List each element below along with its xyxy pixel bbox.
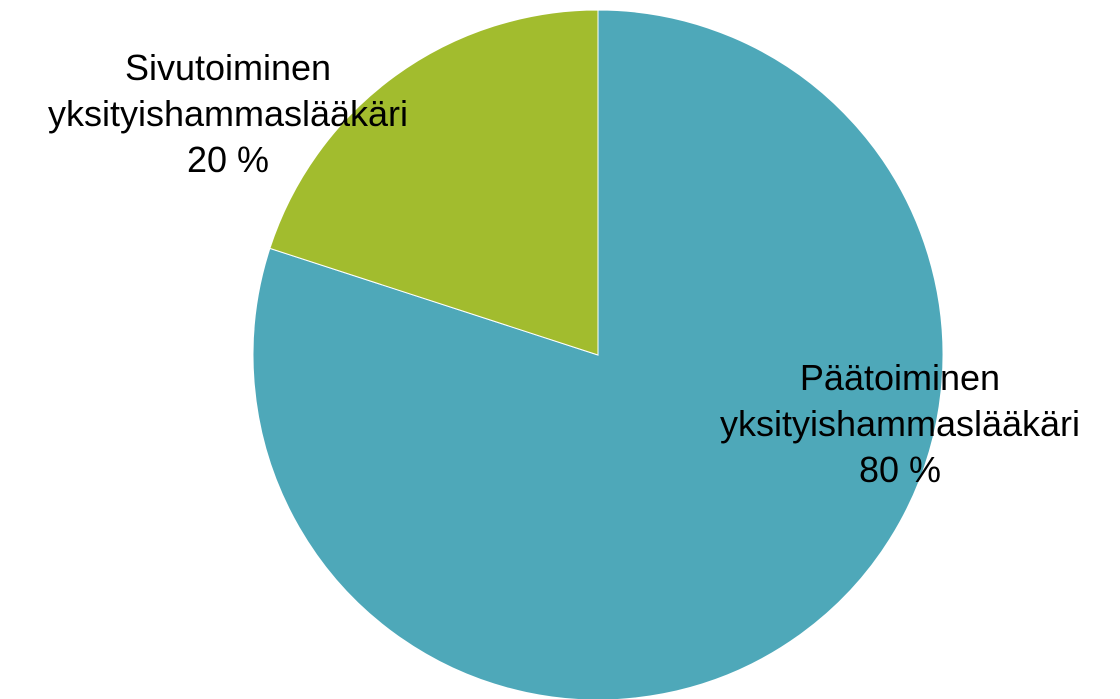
category-label: Sivutoiminen yksityishammaslääkäri — [47, 47, 409, 134]
category-label: Päätoiminen yksityishammaslääkäri — [719, 357, 1081, 444]
value-label: 80 % — [858, 449, 942, 490]
slice-label: Sivutoiminen yksityishammaslääkäri 20 % — [13, 45, 443, 183]
value-label: 20 % — [186, 139, 270, 180]
pie-slice — [269, 9, 599, 356]
pie-slice — [252, 9, 944, 699]
slice-label: Päätoiminen yksityishammaslääkäri 80 % — [685, 355, 1115, 493]
